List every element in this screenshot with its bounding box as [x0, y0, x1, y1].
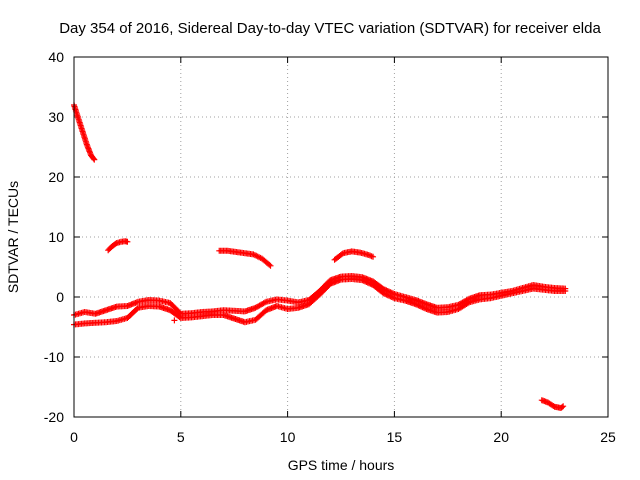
- data-point: [338, 251, 345, 258]
- data-point: [171, 317, 178, 324]
- grid: [74, 57, 608, 417]
- data-points: [71, 102, 569, 411]
- x-tick-label: 10: [280, 429, 296, 445]
- axis-ticks: 0 5 10 15 20 25 -20 -10 0 10 20 30 40: [44, 49, 616, 445]
- x-tick-label: 5: [177, 429, 185, 445]
- y-tick-label: 10: [48, 229, 64, 245]
- data-point: [266, 261, 273, 268]
- y-tick-label: -20: [44, 409, 64, 425]
- x-axis-label: GPS time / hours: [288, 457, 395, 473]
- x-tick-label: 15: [387, 429, 403, 445]
- data-point: [124, 238, 131, 245]
- data-point: [267, 262, 274, 269]
- x-tick-label: 25: [600, 429, 616, 445]
- x-tick-label: 20: [493, 429, 509, 445]
- data-point: [370, 253, 377, 260]
- x-tick-label: 0: [70, 429, 78, 445]
- y-tick-label: -10: [44, 349, 64, 365]
- chart-title: Day 354 of 2016, Sidereal Day-to-day VTE…: [59, 20, 601, 37]
- data-point: [559, 404, 566, 411]
- data-point: [560, 403, 567, 410]
- y-tick-label: 20: [48, 169, 64, 185]
- y-tick-label: 30: [48, 109, 64, 125]
- data-point: [464, 300, 471, 307]
- data-point: [562, 288, 569, 294]
- y-tick-label: 40: [48, 49, 64, 65]
- y-tick-label: 0: [56, 289, 64, 305]
- data-point: [261, 299, 268, 306]
- data-point: [91, 156, 98, 163]
- y-axis-label: SDTVAR / TECUs: [5, 181, 21, 293]
- data-point: [90, 155, 97, 162]
- plot-frame: [73, 56, 609, 418]
- data-point: [176, 314, 183, 321]
